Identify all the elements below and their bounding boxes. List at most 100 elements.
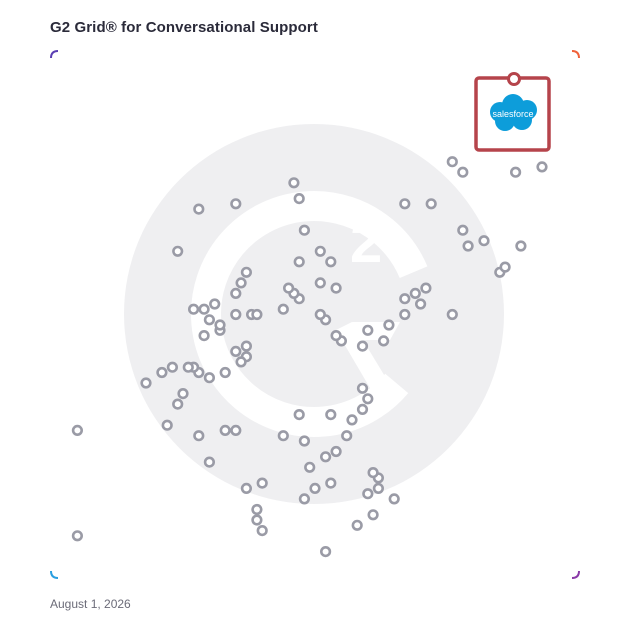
vendor-point[interactable] (235, 277, 247, 289)
vendor-point[interactable] (399, 198, 411, 210)
vendor-point[interactable] (325, 256, 337, 268)
vendor-point[interactable] (372, 482, 385, 495)
data-points (71, 156, 548, 558)
vendor-point[interactable] (388, 493, 400, 505)
vendor-point[interactable] (362, 393, 374, 405)
vendor-point[interactable] (177, 388, 189, 400)
report-date: August 1, 2026 (50, 597, 131, 611)
vendor-point[interactable] (399, 308, 411, 321)
vendor-point[interactable] (367, 509, 379, 521)
vendor-point[interactable] (320, 545, 332, 558)
vendor-point[interactable] (240, 340, 252, 352)
vendor-point[interactable] (457, 166, 469, 178)
vendor-point[interactable] (330, 282, 342, 294)
vendor-point[interactable] (478, 235, 490, 247)
vendor-point[interactable] (283, 282, 295, 294)
vendor-point[interactable] (314, 308, 326, 321)
vendor-point[interactable] (188, 303, 200, 315)
vendor-point[interactable] (277, 430, 289, 442)
vendor-point[interactable] (203, 314, 215, 326)
vendor-point[interactable] (446, 308, 458, 321)
vendor-point[interactable] (235, 356, 247, 368)
salesforce-highlight[interactable]: salesforce (474, 72, 551, 152)
vendor-point[interactable] (240, 266, 252, 278)
vendor-point[interactable] (219, 424, 231, 437)
vendor-point[interactable] (240, 482, 252, 495)
highlight-point[interactable] (507, 72, 521, 86)
vendor-point[interactable] (251, 514, 263, 526)
vendor-point[interactable] (367, 467, 379, 479)
vendor-point[interactable] (166, 361, 178, 373)
vendor-point[interactable] (298, 224, 311, 236)
vendor-point[interactable] (193, 203, 205, 215)
vendor-point[interactable] (362, 488, 374, 500)
vendor-point[interactable] (298, 493, 311, 505)
vendor-point[interactable] (256, 524, 268, 537)
vendor-point[interactable] (304, 461, 316, 473)
vendor-point[interactable] (515, 240, 527, 252)
vendor-point[interactable] (457, 224, 469, 236)
vendor-point[interactable] (346, 414, 358, 426)
vendor-point[interactable] (383, 319, 395, 331)
vendor-point[interactable] (230, 308, 242, 321)
vendor-point[interactable] (325, 477, 337, 489)
vendor-point[interactable] (156, 366, 168, 379)
vendor-point[interactable] (536, 161, 548, 173)
vendor-point[interactable] (293, 193, 305, 205)
vendor-point[interactable] (356, 340, 369, 352)
vendor-point[interactable] (362, 324, 374, 336)
vendor-point[interactable] (251, 308, 263, 321)
vendor-point[interactable] (214, 319, 226, 331)
vendor-point[interactable] (209, 298, 221, 310)
vendor-point[interactable] (341, 430, 353, 442)
vendor-point[interactable] (378, 335, 390, 347)
vendor-point[interactable] (356, 382, 369, 394)
vendor-point[interactable] (256, 477, 268, 489)
vendor-point[interactable] (330, 330, 342, 342)
vendor-point[interactable] (203, 456, 215, 468)
vendor-point[interactable] (446, 156, 458, 168)
vendor-point[interactable] (172, 245, 184, 257)
vendor-point[interactable] (293, 256, 305, 268)
vendor-point[interactable] (325, 409, 337, 421)
vendor-point[interactable] (330, 445, 342, 458)
vendor-point[interactable] (161, 419, 173, 431)
vendor-point[interactable] (356, 403, 369, 416)
vendor-point[interactable] (230, 345, 242, 358)
vendor-point[interactable] (314, 245, 326, 257)
vendor-point[interactable] (462, 240, 474, 252)
vendor-point[interactable] (298, 435, 311, 447)
vendor-point[interactable] (277, 303, 289, 315)
vendor-point[interactable] (320, 451, 332, 463)
vendor-point[interactable] (71, 530, 83, 542)
salesforce-logo: salesforce (490, 94, 537, 131)
vendor-point[interactable] (420, 282, 432, 294)
vendor-point[interactable] (251, 503, 263, 516)
vendor-point[interactable] (198, 330, 210, 342)
vendor-point[interactable] (351, 519, 363, 531)
vendor-point[interactable] (230, 198, 242, 210)
vendor-point[interactable] (415, 298, 427, 310)
vendor-point[interactable] (314, 277, 326, 289)
vendor-point[interactable] (193, 430, 205, 442)
vendor-point[interactable] (425, 198, 437, 210)
chart-title: G2 Grid® for Conversational Support (50, 19, 318, 36)
vendor-point[interactable] (288, 177, 300, 189)
vendor-point[interactable] (71, 424, 83, 437)
vendor-point[interactable] (182, 361, 194, 373)
vendor-point[interactable] (219, 366, 231, 379)
vendor-point[interactable] (230, 287, 242, 300)
svg-text:salesforce: salesforce (492, 109, 533, 119)
vendor-point[interactable] (172, 398, 184, 410)
vendor-point[interactable] (509, 166, 522, 178)
vendor-point[interactable] (399, 293, 411, 305)
vendor-point[interactable] (409, 287, 421, 300)
vendor-point[interactable] (203, 372, 215, 384)
vendor-point[interactable] (198, 303, 210, 315)
vendor-point[interactable] (140, 377, 152, 389)
vendor-point[interactable] (293, 409, 305, 421)
vendor-point[interactable] (309, 482, 321, 495)
vendor-point[interactable] (499, 261, 511, 273)
vendor-point[interactable] (230, 424, 242, 437)
